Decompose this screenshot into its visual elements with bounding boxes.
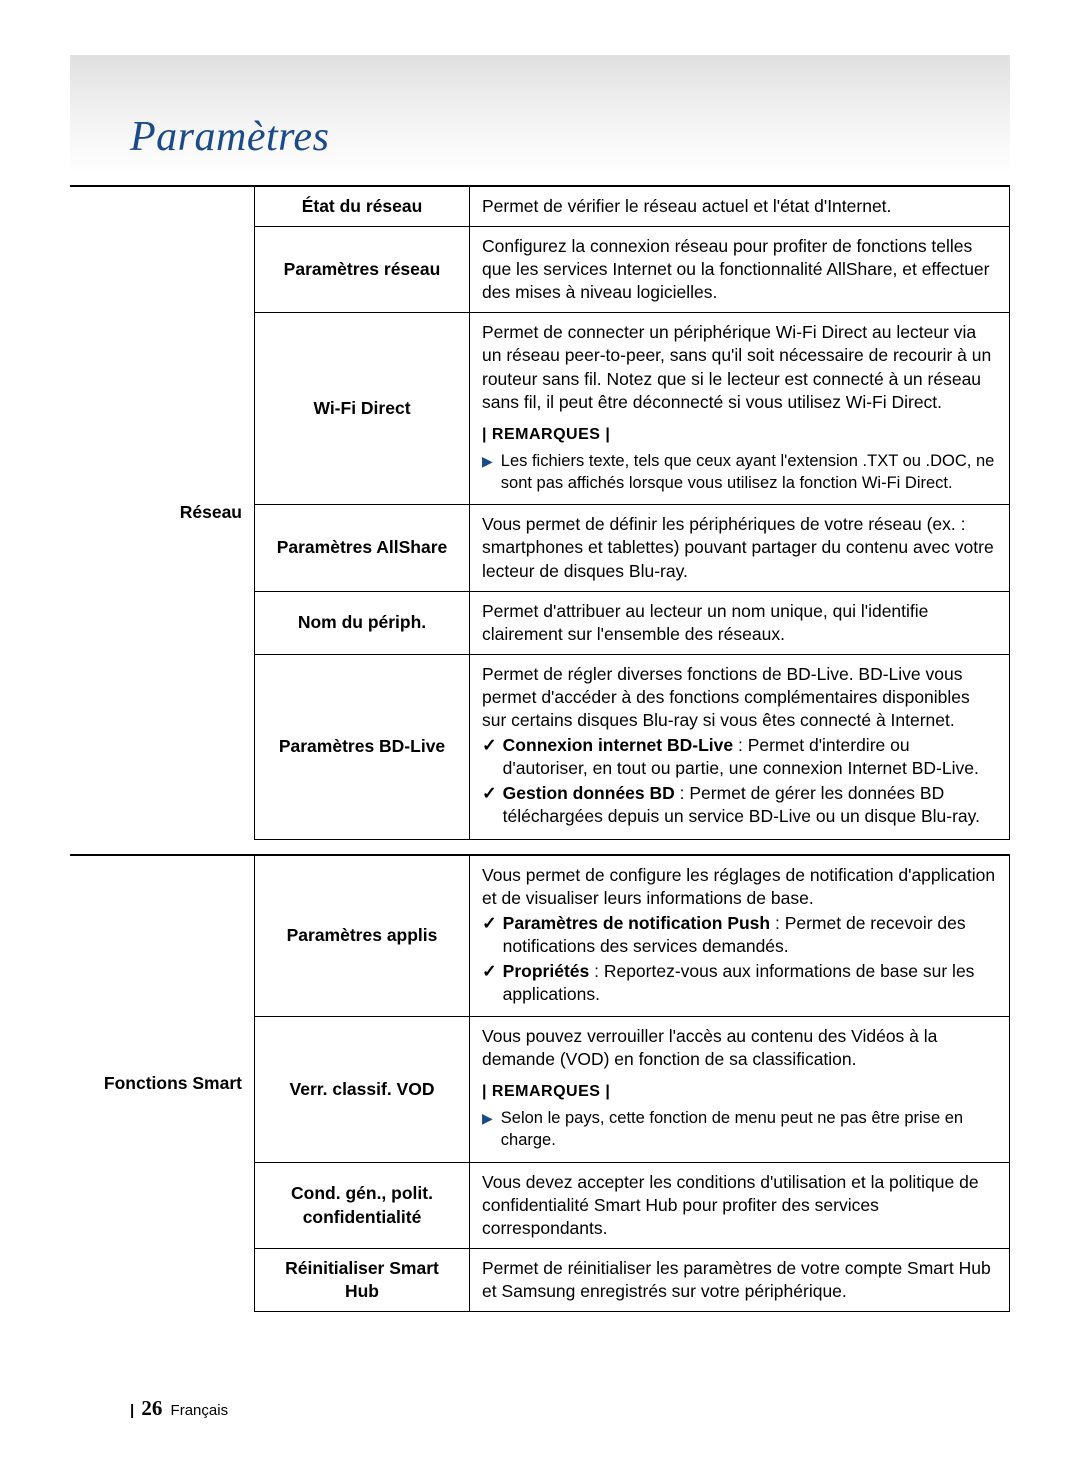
content-area: Réseau État du réseau Permet de vérifier…: [70, 185, 1010, 1312]
triangle-icon: ▶: [482, 451, 493, 472]
label-wifi-direct: Wi-Fi Direct: [255, 313, 470, 505]
desc-allshare: Vous permet de définir les périphériques…: [470, 505, 1010, 591]
category-smart-text: Fonctions Smart: [104, 1073, 242, 1093]
bdlive-check-2: ✓ Gestion données BD : Permet de gérer l…: [482, 782, 997, 828]
check-icon: ✓: [482, 782, 497, 805]
page-number: 26: [141, 1396, 162, 1420]
label-etat-reseau: État du réseau: [255, 186, 470, 227]
desc-param-reseau: Configurez la connexion réseau pour prof…: [470, 227, 1010, 313]
label-cond: Cond. gén., polit. confidentialité: [255, 1162, 470, 1248]
vod-remarques-label: | REMARQUES |: [482, 1081, 997, 1102]
row-etat-reseau: Réseau État du réseau Permet de vérifier…: [70, 186, 1010, 227]
vod-remarque-1: ▶ Selon le pays, cette fonction de menu …: [482, 1108, 997, 1152]
vod-text: Vous pouvez verrouiller l'accès au conte…: [482, 1026, 937, 1069]
desc-wifi-direct: Permet de connecter un périphérique Wi-F…: [470, 313, 1010, 505]
category-reseau: Réseau: [70, 186, 255, 839]
page-title: Paramètres: [130, 113, 329, 161]
check-icon: ✓: [482, 960, 497, 983]
triangle-icon: ▶: [482, 1108, 493, 1129]
bdlive-check-1: ✓ Connexion internet BD-Live : Permet d'…: [482, 734, 997, 780]
settings-table-reseau: Réseau État du réseau Permet de vérifier…: [70, 185, 1010, 840]
applis-check-2-text: Propriétés : Reportez-vous aux informati…: [503, 960, 997, 1006]
section-gap: [70, 840, 1010, 854]
vod-remarque-1-text: Selon le pays, cette fonction de menu pe…: [501, 1108, 997, 1152]
footer-language: Français: [171, 1402, 229, 1419]
applis-check-1-bold: Paramètres de notification Push: [503, 913, 770, 933]
footer-bar-icon: |: [130, 1402, 134, 1419]
label-reinit: Réinitialiser Smart Hub: [255, 1249, 470, 1312]
wifi-remarques-label: | REMARQUES |: [482, 424, 997, 445]
bdlive-check-2-bold: Gestion données BD: [503, 783, 675, 803]
category-smart: Fonctions Smart: [70, 855, 255, 1312]
bdlive-text: Permet de régler diverses fonctions de B…: [482, 664, 970, 730]
applis-check-2: ✓ Propriétés : Reportez-vous aux informa…: [482, 960, 997, 1006]
bdlive-check-1-bold: Connexion internet BD-Live: [503, 735, 733, 755]
label-vod: Verr. classif. VOD: [255, 1017, 470, 1163]
desc-vod: Vous pouvez verrouiller l'accès au conte…: [470, 1017, 1010, 1163]
applis-check-2-bold: Propriétés: [503, 961, 590, 981]
desc-bdlive: Permet de régler diverses fonctions de B…: [470, 654, 1010, 839]
page-container: Paramètres Réseau État du réseau Permet …: [0, 0, 1080, 1477]
header-band: Paramètres: [70, 55, 1010, 175]
label-allshare: Paramètres AllShare: [255, 505, 470, 591]
wifi-remarque-1-text: Les fichiers texte, tels que ceux ayant …: [501, 451, 997, 495]
settings-table-smart: Fonctions Smart Paramètres applis Vous p…: [70, 854, 1010, 1313]
applis-text: Vous permet de configure les réglages de…: [482, 865, 995, 908]
desc-nom-periph: Permet d'attribuer au lecteur un nom uni…: [470, 591, 1010, 654]
label-bdlive: Paramètres BD-Live: [255, 654, 470, 839]
bdlive-check-1-text: Connexion internet BD-Live : Permet d'in…: [503, 734, 997, 780]
bdlive-check-2-text: Gestion données BD : Permet de gérer les…: [503, 782, 997, 828]
page-footer: | 26 Français: [130, 1396, 228, 1421]
applis-check-1-text: Paramètres de notification Push : Permet…: [503, 912, 997, 958]
wifi-remarque-1: ▶ Les fichiers texte, tels que ceux ayan…: [482, 451, 997, 495]
desc-reinit: Permet de réinitialiser les paramètres d…: [470, 1249, 1010, 1312]
wifi-direct-text: Permet de connecter un périphérique Wi-F…: [482, 322, 991, 411]
desc-applis: Vous permet de configure les réglages de…: [470, 855, 1010, 1017]
desc-cond: Vous devez accepter les conditions d'uti…: [470, 1162, 1010, 1248]
row-applis: Fonctions Smart Paramètres applis Vous p…: [70, 855, 1010, 1017]
label-param-reseau: Paramètres réseau: [255, 227, 470, 313]
check-icon: ✓: [482, 912, 497, 935]
desc-etat-reseau: Permet de vérifier le réseau actuel et l…: [470, 186, 1010, 227]
label-applis: Paramètres applis: [255, 855, 470, 1017]
applis-check-1: ✓ Paramètres de notification Push : Perm…: [482, 912, 997, 958]
label-nom-periph: Nom du périph.: [255, 591, 470, 654]
check-icon: ✓: [482, 734, 497, 757]
